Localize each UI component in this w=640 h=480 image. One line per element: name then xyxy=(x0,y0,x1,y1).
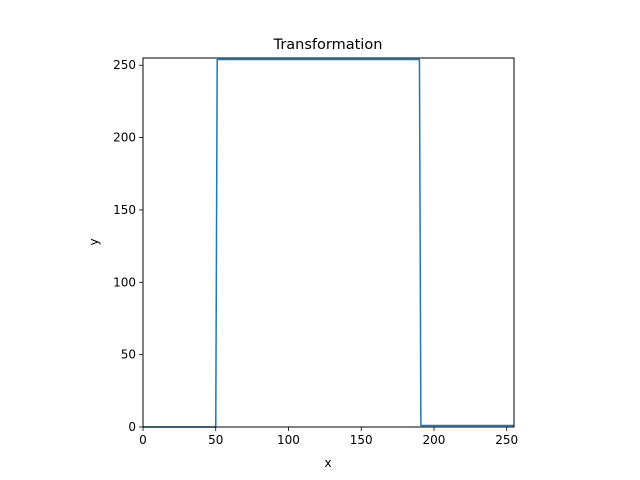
y-tick-label-250: 250 xyxy=(113,58,136,72)
plot-frame xyxy=(142,57,515,428)
x-tick-label-250: 250 xyxy=(495,433,518,447)
y-axis-ticks: 0 50 100 150 200 250 xyxy=(113,58,143,434)
x-tick-label-200: 200 xyxy=(423,433,446,447)
x-axis-label: x xyxy=(324,456,331,470)
y-tick-label-0: 0 xyxy=(128,420,136,434)
x-tick-label-50: 50 xyxy=(208,433,223,447)
y-tick-label-200: 200 xyxy=(113,131,136,145)
chart-title: Transformation xyxy=(273,37,383,53)
x-tick-label-0: 0 xyxy=(139,433,147,447)
y-tick-label-150: 150 xyxy=(113,203,136,217)
y-axis-label: y xyxy=(87,238,101,245)
y-tick-label-50: 50 xyxy=(121,348,136,362)
x-axis-ticks: 0 50 100 150 200 250 xyxy=(139,427,518,447)
x-tick-label-150: 150 xyxy=(350,433,373,447)
x-tick-label-100: 100 xyxy=(277,433,300,447)
y-tick-label-100: 100 xyxy=(113,275,136,289)
